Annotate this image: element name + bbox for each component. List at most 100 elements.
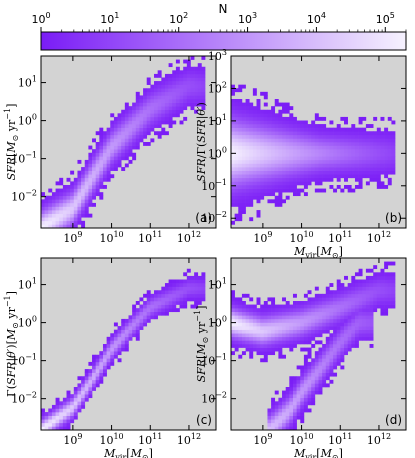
heatmap-cell	[292, 163, 297, 168]
heatmap-cell	[135, 329, 140, 334]
heatmap-cell	[369, 163, 374, 168]
heatmap-cell	[164, 131, 169, 136]
heatmap-cell	[292, 293, 297, 298]
heatmap-cell	[84, 206, 89, 211]
heatmap-cell	[387, 170, 392, 175]
heatmap-cell	[106, 163, 111, 168]
heatmap-cell	[347, 138, 352, 143]
heatmap-cell	[168, 106, 173, 111]
heatmap-cell	[333, 290, 338, 295]
heatmap-cell	[48, 220, 53, 225]
heatmap-cell	[238, 297, 243, 302]
heatmap-cell	[234, 152, 239, 157]
heatmap-cell	[296, 167, 301, 171]
heatmap-cell	[303, 181, 308, 186]
heatmap-cell	[329, 311, 334, 316]
heatmap-cell	[300, 369, 305, 373]
heatmap-cell	[289, 408, 294, 413]
heatmap-cell	[249, 354, 254, 359]
heatmap-cell	[282, 149, 286, 154]
heatmap-cell	[124, 152, 129, 157]
heatmap-cell	[340, 301, 345, 305]
heatmap-cell	[369, 152, 374, 157]
heatmap-cell	[358, 177, 363, 182]
heatmap-cell	[260, 333, 265, 338]
heatmap-cell	[66, 422, 71, 427]
heatmap-cell	[365, 167, 370, 171]
heatmap-cell	[143, 95, 148, 100]
heatmap-cell	[322, 344, 327, 348]
heatmap-cell	[249, 170, 254, 175]
heatmap-cell	[329, 283, 334, 287]
heatmap-cell	[362, 304, 367, 309]
heatmap-cell	[197, 283, 202, 287]
heatmap-cell	[274, 134, 279, 139]
heatmap-cell	[274, 333, 279, 338]
heatmap-cell	[274, 202, 279, 207]
heatmap-cell	[263, 102, 268, 107]
heatmap-cell	[260, 322, 265, 327]
heatmap-cell	[249, 181, 254, 186]
heatmap-cell	[263, 315, 268, 320]
heatmap-cell	[113, 156, 118, 161]
heatmap-cell	[102, 174, 107, 179]
heatmap-cell	[358, 159, 363, 164]
heatmap-cell	[362, 138, 367, 143]
heatmap-cell	[376, 177, 381, 182]
heatmap-cell	[267, 336, 272, 341]
heatmap-cell	[179, 286, 184, 291]
heatmap-cell	[168, 124, 173, 128]
heatmap-cell	[190, 91, 195, 96]
heatmap-cell	[278, 322, 283, 327]
heatmap-cell	[157, 134, 162, 139]
heatmap-cell	[333, 358, 338, 363]
x-tick-label: 1010	[289, 230, 313, 245]
heatmap-cell	[373, 163, 378, 168]
heatmap-cell	[190, 56, 195, 60]
heatmap-cell	[245, 163, 250, 168]
heatmap-cell	[194, 91, 199, 96]
heatmap-cell	[139, 318, 144, 323]
heatmap-cell	[369, 283, 374, 287]
heatmap-cell	[150, 99, 155, 103]
heatmap-cell	[88, 156, 93, 161]
heatmap-cell	[365, 286, 370, 291]
heatmap-cell	[271, 347, 276, 352]
heatmap-cell	[274, 390, 279, 395]
heatmap-cell	[48, 224, 53, 229]
heatmap-cell	[146, 88, 151, 93]
heatmap-cell	[292, 340, 297, 345]
heatmap-cell	[314, 358, 319, 363]
heatmap-cell	[234, 109, 239, 114]
heatmap-cell	[340, 326, 345, 330]
heatmap-cell	[314, 152, 319, 157]
heatmap-cell	[99, 192, 104, 197]
heatmap-cell	[197, 290, 202, 295]
heatmap-cell	[121, 152, 126, 157]
heatmap-cell	[300, 387, 305, 391]
heatmap-cell	[132, 120, 137, 125]
heatmap-cell	[117, 163, 122, 168]
heatmap-cell	[168, 95, 173, 100]
heatmap-cell	[303, 397, 308, 402]
heatmap-cell	[314, 365, 319, 370]
heatmap-cell	[249, 347, 254, 352]
heatmap-cell	[365, 134, 370, 139]
heatmap-cell	[150, 308, 155, 313]
x-axis-label: Mvir[M⊙]	[293, 447, 343, 458]
heatmap-cell	[314, 311, 319, 316]
heatmap-cell	[256, 102, 261, 107]
heatmap-cell	[256, 174, 261, 179]
heatmap-cell	[161, 91, 166, 96]
heatmap-cell	[391, 272, 396, 277]
heatmap-cell	[285, 170, 290, 175]
heatmap-cell	[344, 185, 348, 189]
heatmap-cell	[157, 113, 162, 118]
heatmap-cell	[365, 159, 370, 164]
heatmap-cell	[344, 297, 348, 302]
heatmap-cell	[282, 185, 286, 189]
heatmap-cell	[285, 301, 290, 305]
heatmap-cell	[285, 329, 290, 334]
heatmap-cell	[325, 177, 330, 182]
heatmap-cell	[278, 195, 283, 200]
